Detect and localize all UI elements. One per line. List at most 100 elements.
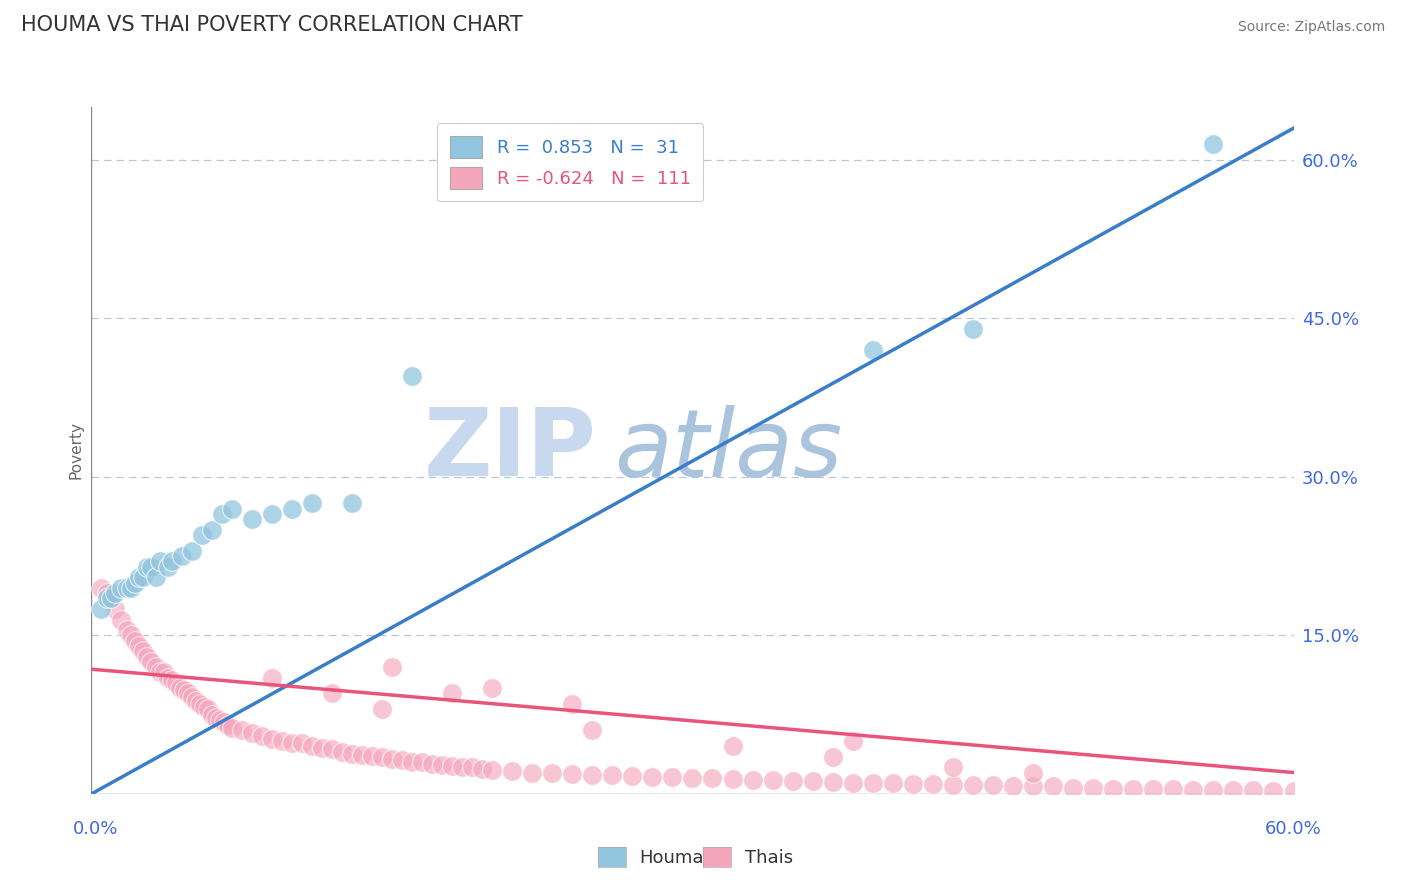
Point [561, 766, 583, 780]
Point [962, 322, 984, 336]
Point [841, 776, 863, 790]
Text: Houma: Houma [640, 849, 704, 867]
Point [121, 628, 143, 642]
Point [1001, 780, 1024, 794]
Point [117, 623, 139, 637]
Point [301, 496, 323, 510]
Point [110, 613, 132, 627]
Text: 60.0%: 60.0% [1265, 820, 1322, 838]
Point [96, 586, 118, 600]
Point [922, 777, 945, 791]
Point [581, 723, 603, 738]
Point [100, 591, 122, 606]
Point [90, 602, 112, 616]
Point [1202, 782, 1225, 797]
Point [1202, 136, 1225, 151]
Point [141, 559, 163, 574]
Point [190, 528, 212, 542]
Point [1282, 783, 1305, 797]
Point [481, 681, 503, 696]
Point [201, 523, 224, 537]
Point [110, 581, 132, 595]
Point [942, 779, 965, 793]
Text: HOUMA VS THAI POVERTY CORRELATION CHART: HOUMA VS THAI POVERTY CORRELATION CHART [21, 15, 523, 35]
Point [782, 774, 804, 789]
Point [188, 697, 211, 711]
Point [281, 501, 304, 516]
Point [371, 702, 394, 716]
Point [440, 759, 463, 773]
Point [260, 507, 283, 521]
Point [160, 554, 183, 568]
Point [330, 745, 353, 759]
Point [522, 765, 544, 780]
Point [430, 758, 453, 772]
Point [281, 736, 304, 750]
Point [741, 773, 763, 788]
Y-axis label: Poverty: Poverty [67, 421, 83, 480]
Point [420, 757, 443, 772]
Point [401, 369, 423, 384]
Point [250, 729, 273, 743]
Point [136, 649, 159, 664]
Text: Source: ZipAtlas.com: Source: ZipAtlas.com [1237, 21, 1385, 34]
Text: ZIP: ZIP [423, 404, 596, 497]
Point [148, 554, 170, 568]
Point [240, 725, 263, 739]
Point [141, 655, 163, 669]
Point [124, 575, 146, 590]
Point [156, 559, 179, 574]
Point [862, 343, 884, 357]
Point [165, 676, 187, 690]
Point [350, 747, 373, 762]
Point [132, 570, 155, 584]
Point [104, 586, 127, 600]
Point [180, 544, 202, 558]
Point [117, 581, 139, 595]
Point [321, 686, 343, 700]
Point [721, 772, 744, 786]
Legend: R =  0.853   N =  31, R = -0.624   N =  111: R = 0.853 N = 31, R = -0.624 N = 111 [437, 123, 703, 202]
Point [208, 713, 231, 727]
Point [193, 700, 215, 714]
Point [148, 665, 170, 680]
Point [132, 644, 155, 658]
Point [121, 581, 143, 595]
Point [901, 777, 924, 791]
Point [1022, 765, 1045, 780]
Point [90, 581, 112, 595]
Point [440, 686, 463, 700]
Point [156, 671, 179, 685]
Point [1022, 780, 1045, 794]
Point [1122, 781, 1144, 796]
Point [1263, 783, 1285, 797]
Point [471, 762, 494, 776]
Point [381, 752, 404, 766]
Point [481, 763, 503, 777]
Point [661, 770, 683, 784]
Point [841, 734, 863, 748]
Point [96, 591, 118, 606]
Point [821, 775, 844, 789]
Point [1142, 781, 1164, 796]
Point [962, 779, 984, 793]
Point [197, 702, 219, 716]
Point [451, 760, 474, 774]
Point [1042, 780, 1064, 794]
Point [801, 774, 824, 789]
Point [981, 779, 1004, 793]
Point [221, 722, 243, 736]
Point [1243, 782, 1265, 797]
Point [1083, 780, 1105, 795]
Point [721, 739, 744, 754]
Point [270, 734, 292, 748]
Point [301, 739, 323, 754]
Point [100, 591, 122, 606]
Point [124, 633, 146, 648]
Point [217, 718, 239, 732]
Point [1222, 782, 1244, 797]
Point [128, 639, 150, 653]
Point [240, 512, 263, 526]
Point [702, 771, 724, 785]
Point [152, 665, 174, 680]
